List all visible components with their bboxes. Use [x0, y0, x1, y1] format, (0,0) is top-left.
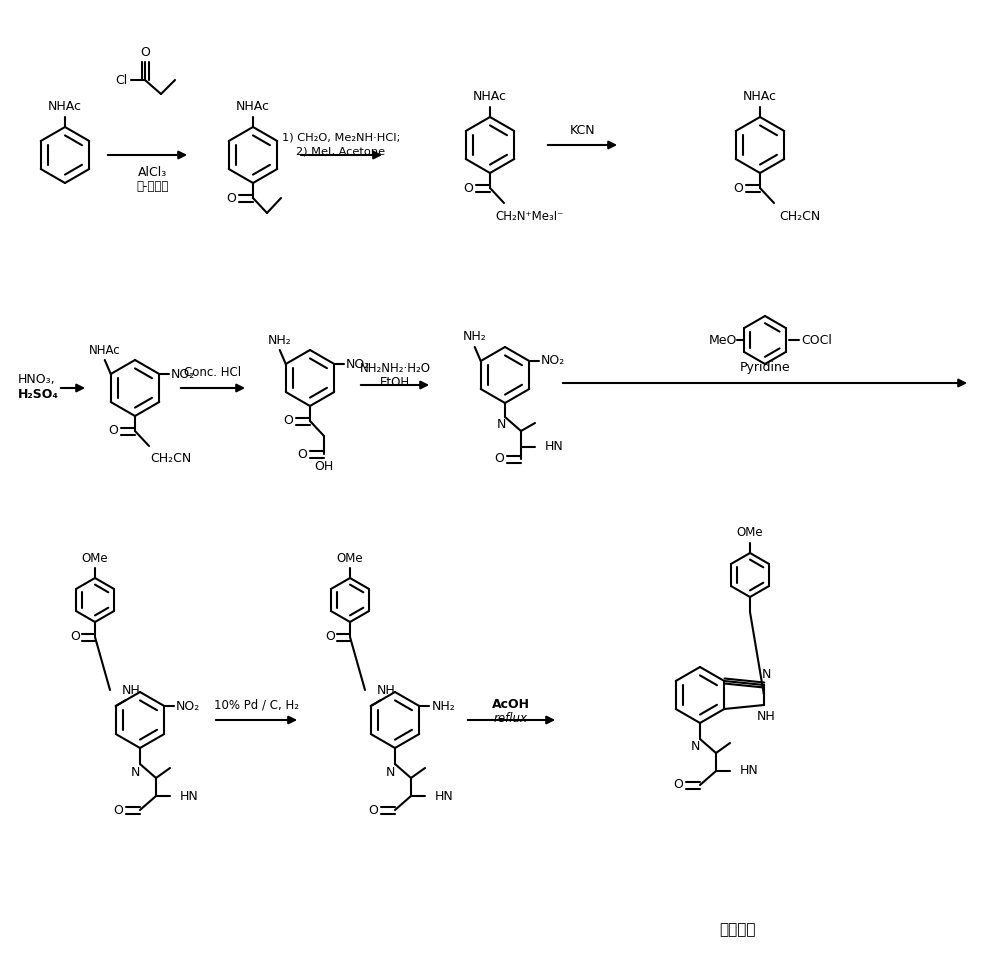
Text: HN: HN — [435, 789, 454, 803]
Text: O: O — [463, 182, 473, 195]
Text: O: O — [108, 424, 118, 438]
Text: NH₂NH₂·H₂O: NH₂NH₂·H₂O — [360, 363, 430, 376]
Text: HN: HN — [740, 765, 759, 777]
Text: NHAc: NHAc — [236, 100, 270, 114]
Text: EtOH: EtOH — [380, 376, 410, 388]
Text: NH: NH — [377, 683, 396, 697]
Text: N: N — [761, 668, 771, 681]
Text: AcOH: AcOH — [492, 699, 530, 711]
Text: NHAc: NHAc — [89, 343, 121, 356]
Text: Conc. HCl: Conc. HCl — [184, 367, 242, 379]
Text: NHAc: NHAc — [743, 90, 777, 103]
Text: OMe: OMe — [82, 552, 108, 564]
Text: N: N — [690, 740, 700, 753]
Text: O: O — [368, 804, 378, 816]
Text: Pyridine: Pyridine — [740, 362, 790, 375]
Text: NH₂: NH₂ — [268, 334, 292, 346]
Text: NH₂: NH₂ — [431, 700, 455, 712]
Text: N: N — [496, 418, 506, 431]
Text: OH: OH — [314, 459, 334, 473]
Text: H₂SO₄: H₂SO₄ — [18, 387, 59, 401]
Text: KCN: KCN — [570, 124, 596, 136]
Text: Cl: Cl — [116, 74, 128, 87]
Text: OMe: OMe — [337, 552, 363, 564]
Text: HN: HN — [545, 441, 564, 453]
Text: NHAc: NHAc — [48, 100, 82, 114]
Text: CH₂CN: CH₂CN — [150, 451, 192, 464]
Text: 10% Pd / C, H₂: 10% Pd / C, H₂ — [214, 699, 298, 711]
Text: N: N — [130, 766, 140, 778]
Text: NO₂: NO₂ — [176, 700, 200, 712]
Text: O: O — [325, 631, 335, 643]
Text: O: O — [297, 448, 307, 460]
Text: NO₂: NO₂ — [541, 354, 565, 368]
Text: COCl: COCl — [802, 334, 832, 346]
Text: O: O — [140, 46, 150, 58]
Text: NH: NH — [757, 710, 775, 724]
Text: O: O — [226, 192, 236, 204]
Text: O: O — [70, 631, 80, 643]
Text: O: O — [283, 414, 293, 427]
Text: 付-克反应: 付-克反应 — [137, 179, 169, 193]
Text: MeO: MeO — [709, 334, 737, 346]
Text: AlCl₃: AlCl₃ — [138, 165, 168, 178]
Text: CH₂CN: CH₂CN — [779, 210, 821, 224]
Text: NHAc: NHAc — [473, 90, 507, 103]
Text: NH₂: NH₂ — [463, 331, 487, 343]
Text: 匹莫苯丹: 匹莫苯丹 — [720, 922, 756, 938]
Text: O: O — [733, 182, 743, 195]
Text: NO₂: NO₂ — [171, 368, 195, 380]
Text: NH: NH — [122, 683, 141, 697]
Text: O: O — [673, 778, 683, 791]
Text: N: N — [385, 766, 395, 778]
Text: reflux: reflux — [494, 712, 528, 726]
Text: NO₂: NO₂ — [346, 357, 370, 371]
Text: O: O — [113, 804, 123, 816]
Text: HNO₃,: HNO₃, — [18, 374, 56, 386]
Text: HN: HN — [180, 789, 199, 803]
Text: OMe: OMe — [737, 526, 763, 539]
Text: 1) CH₂O, Me₂NH·HCl;: 1) CH₂O, Me₂NH·HCl; — [282, 133, 400, 143]
Text: O: O — [494, 452, 504, 465]
Text: CH₂N⁺Me₃I⁻: CH₂N⁺Me₃I⁻ — [496, 210, 564, 224]
Text: 2) MeI, Acetone: 2) MeI, Acetone — [296, 147, 386, 157]
